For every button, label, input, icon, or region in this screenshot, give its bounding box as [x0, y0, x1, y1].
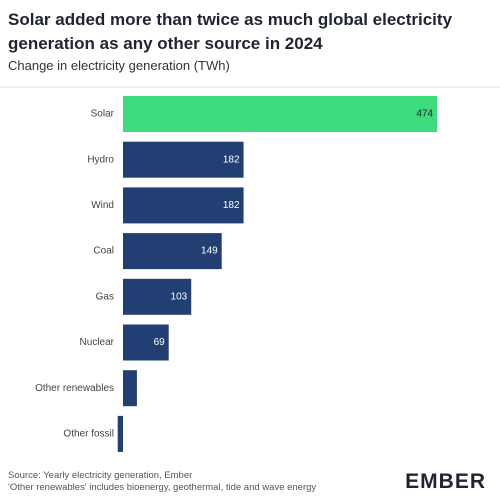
bar: [123, 324, 169, 361]
value-label: 103: [171, 291, 188, 302]
bar: [123, 187, 244, 224]
value-label: 474: [416, 109, 433, 120]
chart-subtitle: Change in electricity generation (TWh): [8, 58, 230, 73]
bar: [123, 233, 222, 270]
logo: EMBER: [405, 470, 486, 493]
value-label: 149: [201, 246, 218, 257]
chart-title: Solar added more than twice as much glob…: [8, 10, 453, 53]
note: 'Other renewables' includes bioenergy, g…: [8, 482, 317, 493]
bar: [123, 141, 244, 178]
category-label: Other renewables: [35, 383, 114, 394]
value-label: 69: [154, 337, 166, 348]
category-label: Hydro: [87, 154, 114, 165]
bar: [123, 96, 437, 132]
category-label: Nuclear: [80, 337, 115, 348]
category-label: Wind: [91, 200, 114, 211]
category-label: Other fossil: [63, 429, 114, 440]
bar: [117, 415, 123, 452]
category-label: Solar: [91, 109, 115, 120]
value-label: 182: [223, 154, 240, 165]
value-label: 182: [223, 200, 240, 211]
category-label: Gas: [96, 291, 114, 302]
source: Source: Yearly electricity generation, E…: [8, 470, 193, 481]
bar: [123, 370, 137, 407]
category-label: Coal: [93, 246, 114, 257]
bar: [123, 278, 192, 315]
